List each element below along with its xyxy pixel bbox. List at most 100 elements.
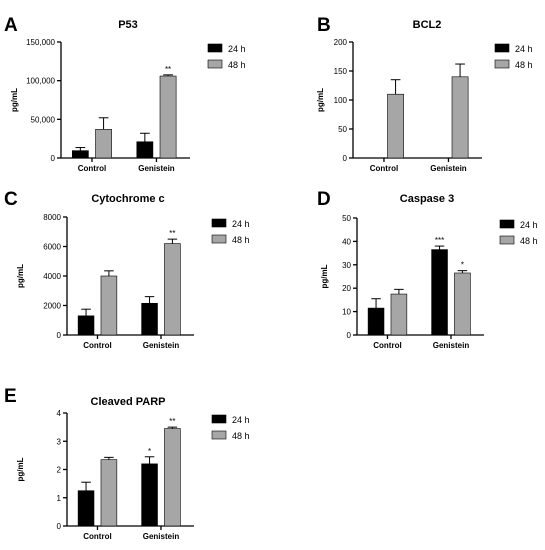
bar-e-0-0 [77, 490, 95, 527]
legend-swatch-a-0 [207, 43, 223, 53]
bar-a-0-1 [95, 129, 112, 159]
bar-a-0-0 [71, 150, 89, 159]
significance-label-a-1-1: ** [165, 65, 171, 74]
legend-swatch-d-1 [499, 235, 515, 245]
chart-title-a: P53 [118, 19, 138, 31]
y-tick-label-a-3: 150,000 [26, 38, 55, 47]
bar-d-0-0 [367, 307, 385, 336]
legend-swatch-c-1 [211, 234, 227, 244]
bar-e-1-1 [164, 428, 181, 527]
bar-c-0-0 [77, 315, 95, 336]
bar-d-0-1 [390, 293, 408, 336]
y-axis-label-b: pg/mL [316, 88, 325, 112]
y-tick-label-e-1: 1 [57, 494, 62, 503]
y-tick-label-d-3: 30 [342, 261, 351, 270]
panel-letter-c: C [4, 189, 18, 210]
y-tick-label-b-3: 150 [334, 67, 348, 76]
y-axis-label-d: pg/mL [320, 264, 329, 288]
legend-label-a-1: 48 h [228, 60, 246, 70]
panel-c: C Cytochrome c pg/mL 0 2000 4000 6000 8000 Contr… [4, 189, 250, 350]
legend-swatch-a-1 [207, 59, 223, 69]
bar-d-1-1 [454, 272, 471, 336]
y-tick-label-d-2: 20 [342, 284, 351, 293]
panel-e: E Cleaved PARP pg/mL 0 1 2 3 4 Control Genistein *… [4, 386, 250, 541]
panel-letter-b: B [317, 15, 331, 36]
panel-a: A P53 pg/mL 0 50,000 100,000 150,000 Control Gen… [4, 15, 246, 173]
significance-label-d-1-1: * [461, 261, 464, 270]
legend-label-d-0: 24 h [520, 220, 538, 230]
y-tick-label-b-0: 0 [343, 154, 348, 163]
category-label-b-0: Control [370, 164, 398, 173]
legend-swatch-b-0 [494, 43, 510, 53]
chart-title-b: BCL2 [413, 19, 442, 31]
legend-label-a-0: 24 h [228, 44, 246, 54]
bar-c-0-1 [100, 275, 118, 336]
chart-title-c: Cytochrome c [91, 193, 164, 205]
legend-swatch-e-0 [211, 414, 227, 424]
y-tick-label-c-3: 6000 [43, 243, 61, 252]
panel-letter-a: A [4, 15, 18, 36]
y-axis-label-e: pg/mL [16, 457, 25, 481]
category-label-a-0: Control [78, 164, 106, 173]
bar-e-0-1 [100, 459, 118, 527]
panel-letter-e: E [4, 386, 17, 407]
legend-label-d-1: 48 h [520, 236, 538, 246]
legend-swatch-c-0 [211, 218, 227, 228]
significance-label-e-1-1: ** [169, 417, 175, 426]
legend-label-b-1: 48 h [515, 60, 533, 70]
y-tick-label-a-0: 0 [51, 154, 56, 163]
y-tick-label-e-4: 4 [57, 409, 62, 418]
legend-swatch-e-1 [211, 430, 227, 440]
bar-b-0-1 [387, 93, 404, 159]
legend-swatch-d-0 [499, 219, 515, 229]
y-tick-label-a-2: 100,000 [26, 77, 55, 86]
bar-c-1-0 [141, 302, 158, 336]
legend-label-e-0: 24 h [232, 415, 250, 425]
category-label-d-0: Control [373, 341, 401, 350]
panel-b: B BCL2 pg/mL 0 50 100 150 200 Control Genistein 24… [316, 15, 533, 173]
y-tick-label-d-0: 0 [347, 331, 352, 340]
y-axis-label-c: pg/mL [16, 264, 25, 288]
y-tick-label-d-1: 10 [342, 308, 351, 317]
category-label-e-1: Genistein [143, 532, 180, 541]
bar-a-1-1 [159, 75, 177, 159]
y-tick-label-b-1: 50 [338, 125, 347, 134]
legend-label-c-0: 24 h [232, 219, 250, 229]
panel-letter-d: D [317, 189, 331, 210]
category-label-e-0: Control [83, 532, 111, 541]
significance-label-c-1-1: ** [169, 229, 175, 238]
bar-b-1-1 [451, 76, 469, 159]
category-label-b-1: Genistein [430, 164, 467, 173]
y-tick-label-c-4: 8000 [43, 213, 61, 222]
bar-c-1-1 [164, 243, 181, 336]
y-tick-label-d-4: 40 [342, 237, 351, 246]
legend-label-e-1: 48 h [232, 431, 250, 441]
y-tick-label-b-2: 100 [334, 96, 348, 105]
chart-title-d: Caspase 3 [400, 193, 454, 205]
panel-d: D Caspase 3 pg/mL 0 10 20 30 40 50 Control Geniste… [317, 189, 538, 350]
significance-label-d-1-0: *** [435, 236, 444, 245]
category-label-a-1: Genistein [138, 164, 175, 173]
legend-label-b-0: 24 h [515, 44, 533, 54]
y-tick-label-d-5: 50 [342, 214, 351, 223]
chart-title-e: Cleaved PARP [91, 396, 166, 408]
bar-d-1-0 [431, 249, 448, 336]
y-tick-label-e-3: 3 [57, 437, 62, 446]
y-tick-label-b-4: 200 [334, 38, 348, 47]
significance-label-e-1-0: * [148, 447, 151, 456]
y-tick-label-c-0: 0 [57, 331, 62, 340]
y-tick-label-e-2: 2 [57, 466, 62, 475]
category-label-c-0: Control [83, 341, 111, 350]
legend-label-c-1: 48 h [232, 235, 250, 245]
y-tick-label-a-1: 50,000 [31, 115, 56, 124]
bar-a-1-0 [136, 141, 154, 159]
y-tick-label-e-0: 0 [57, 522, 62, 531]
y-tick-label-c-1: 2000 [43, 302, 61, 311]
bar-e-1-0 [141, 463, 158, 527]
y-axis-label-a: pg/mL [10, 88, 19, 112]
legend-swatch-b-1 [494, 59, 510, 69]
y-tick-label-c-2: 4000 [43, 272, 61, 281]
category-label-d-1: Genistein [433, 341, 470, 350]
